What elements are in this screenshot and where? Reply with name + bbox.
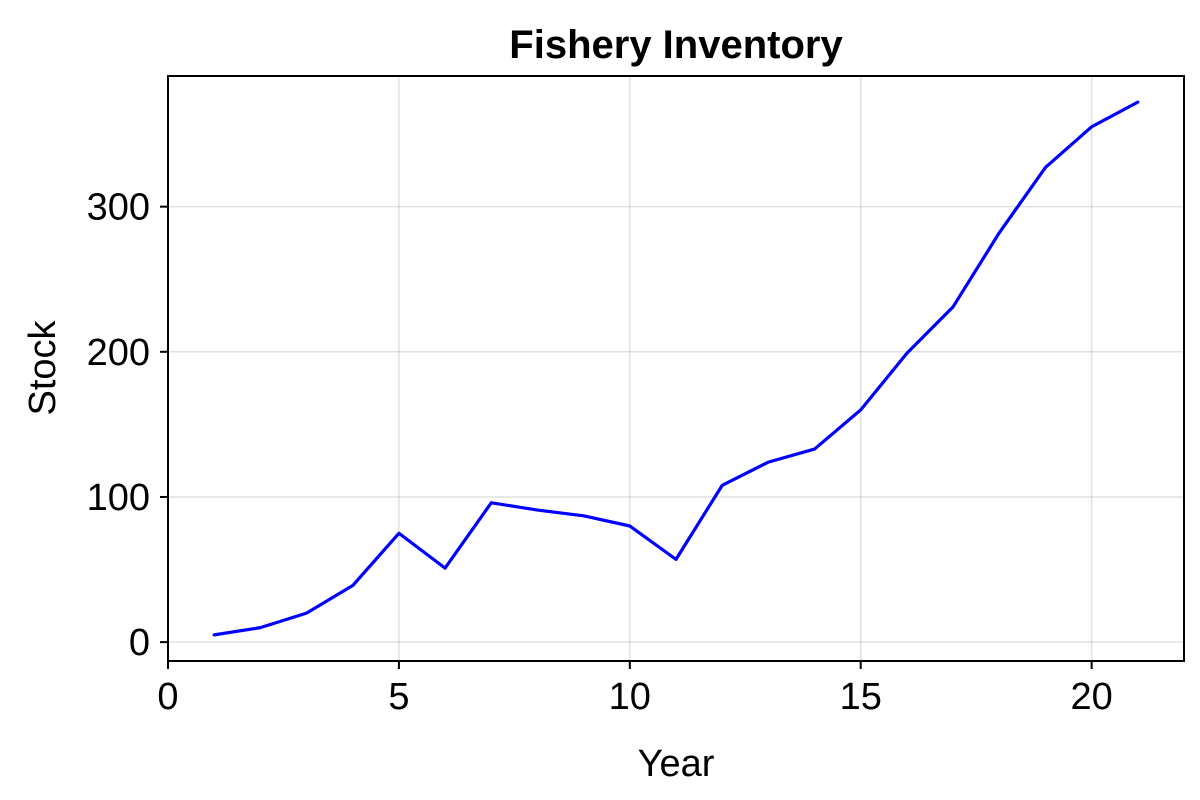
y-tick-label: 200 bbox=[87, 332, 150, 374]
y-axis-label: Stock bbox=[22, 319, 64, 415]
y-tick-label: 300 bbox=[87, 187, 150, 229]
x-axis-label: Year bbox=[638, 743, 715, 785]
x-tick-label: 0 bbox=[157, 676, 178, 718]
plot-frame bbox=[167, 75, 1185, 662]
x-tick-label: 10 bbox=[609, 676, 651, 718]
x-tick-label: 20 bbox=[1070, 676, 1112, 718]
x-tick-label: 15 bbox=[840, 676, 882, 718]
y-tick-label: 100 bbox=[87, 477, 150, 519]
grid bbox=[167, 76, 1184, 661]
y-tick-label: 0 bbox=[129, 622, 150, 664]
series-layer bbox=[212, 100, 1140, 637]
chart-title: Fishery Inventory bbox=[509, 23, 843, 67]
series-line bbox=[212, 100, 1140, 637]
x-tick-label: 5 bbox=[388, 676, 409, 718]
